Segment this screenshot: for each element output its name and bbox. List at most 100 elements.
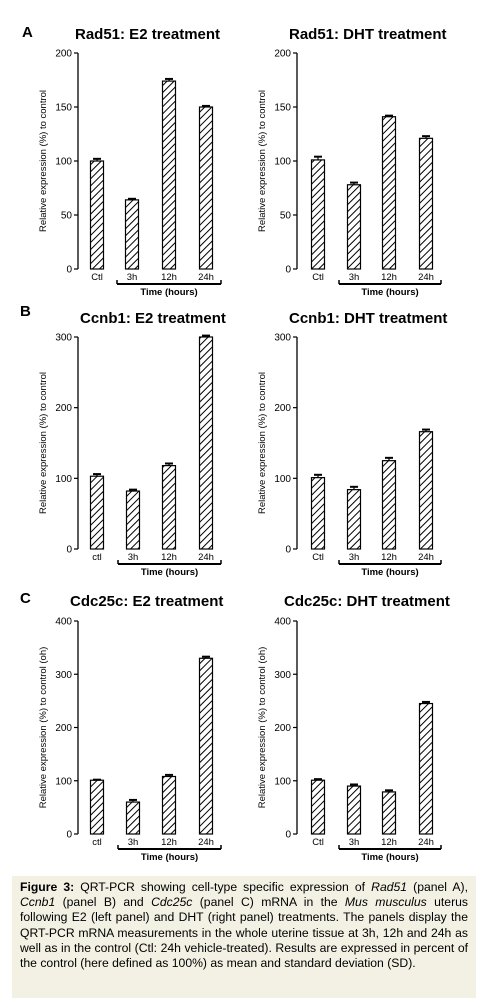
chart-rad51-dht-bar-3h: [346, 184, 362, 270]
chart-cdc25c-dht-y-tick-label: 300: [274, 670, 291, 681]
chart-rad51-e2-x-tick-label: 3h: [127, 272, 138, 283]
chart-rad51-dht-bar-12h: [381, 116, 397, 270]
chart-rad51-dht-x-axis-label: Time (hours): [361, 287, 418, 298]
chart-cdc25c-dht-bar-24h: [418, 702, 434, 835]
chart-rad51-dht-y-tick-label: 200: [274, 49, 291, 60]
chart-cdc25c-dht-x-tick-label: 12h: [381, 837, 397, 848]
chart-cdc25c-dht-x-tick-label: 3h: [349, 837, 360, 848]
caption-text: QRT-PCR showing cell-type specific expre…: [74, 880, 372, 894]
chart-ccnb1-dht-x-axis-label: Time (hours): [361, 567, 418, 578]
chart-title-rad51-dht: Rad51: DHT treatment: [289, 26, 447, 43]
chart-rad51-e2-bar-3h: [124, 199, 140, 270]
chart-rad51-e2-y-tick-label: 0: [66, 265, 72, 276]
figure-caption: Figure 3: QRT-PCR showing cell-type spec…: [12, 876, 476, 998]
chart-ccnb1-dht-y-tick-label: 300: [274, 333, 291, 344]
panel-letter-b: B: [20, 303, 31, 320]
chart-ccnb1-e2-x-tick-label: 3h: [128, 552, 139, 563]
chart-cdc25c-e2-y-tick-label: 400: [55, 617, 72, 628]
chart-ccnb1-dht-y-axis-label: Relative expression (%) to control: [257, 372, 268, 514]
chart-ccnb1-dht-bar-3h: [346, 489, 362, 550]
chart-cdc25c-dht-bar-3h: [346, 785, 362, 835]
chart-cdc25c-dht-bar-12h: [381, 791, 397, 835]
chart-rad51-e2-bar-12h: [161, 80, 177, 270]
chart-cdc25c-dht-bar-Ctl: [310, 779, 326, 835]
chart-ccnb1-e2-y-axis-label: Relative expression (%) to control: [38, 372, 49, 514]
chart-ccnb1-e2-x-tick-label: 24h: [198, 552, 214, 563]
chart-cdc25c-e2-x-tick-label: 24h: [198, 837, 214, 848]
chart-rad51-dht-x-tick-label: Ctl: [312, 272, 324, 283]
chart-ccnb1-e2-x-tick-label: 12h: [161, 552, 177, 563]
chart-cdc25c-e2-x-tick-label: 12h: [161, 837, 177, 848]
chart-ccnb1-e2-bar-ctl: [89, 475, 105, 550]
chart-rad51-dht-bar-24h: [418, 137, 434, 270]
chart-rad51-dht-y-tick-label: 0: [285, 265, 291, 276]
caption-gene-cdc25c: Cdc25c: [151, 895, 193, 910]
chart-rad51-e2-x-tick-label: Ctl: [91, 272, 103, 283]
caption-text: uterus following E2 (left panel) and DHT…: [20, 895, 468, 971]
chart-ccnb1-e2-bar-12h: [161, 465, 177, 550]
chart-rad51-e2-x-tick-label: 12h: [161, 272, 177, 283]
chart-rad51-dht-x-tick-label: 3h: [349, 272, 360, 283]
chart-ccnb1-dht-bar-12h: [381, 460, 397, 550]
chart-cdc25c-e2-y-tick-label: 300: [55, 670, 72, 681]
chart-cdc25c-dht-y-tick-label: 400: [274, 617, 291, 628]
chart-ccnb1-e2-y-tick-label: 0: [66, 545, 72, 556]
chart-cdc25c-e2-y-tick-label: 200: [55, 723, 72, 734]
chart-cdc25c-e2-y-tick-label: 100: [55, 776, 72, 787]
caption-text: (panel B) and: [55, 895, 152, 910]
chart-cdc25c-e2-y-tick-label: 0: [66, 830, 72, 841]
chart-cdc25c-e2-x-tick-label: ctl: [92, 837, 102, 848]
chart-rad51-e2-bar-24h: [198, 106, 214, 270]
caption-text: (panel C) mRNA in the: [192, 895, 345, 910]
chart-rad51-e2-y-tick-label: 50: [61, 211, 73, 222]
panel-letter-a: A: [22, 24, 33, 41]
chart-cdc25c-e2-x-tick-label: 3h: [128, 837, 139, 848]
chart-ccnb1-e2-bar-24h: [198, 336, 214, 550]
chart-cdc25c-dht-x-axis-label: Time (hours): [361, 852, 418, 863]
chart-rad51-dht-y-tick-label: 50: [280, 211, 292, 222]
chart-ccnb1-e2-bar-3h: [125, 490, 141, 550]
chart-ccnb1-e2-y-tick-label: 300: [55, 333, 72, 344]
chart-rad51-e2-x-tick-label: 24h: [198, 272, 214, 283]
chart-cdc25c-e2-x-axis-label: Time (hours): [141, 852, 198, 863]
chart-rad51-e2-y-tick-label: 100: [55, 157, 72, 168]
chart-rad51-e2-y-tick-label: 150: [55, 103, 72, 114]
chart-ccnb1-e2-x-axis-label: Time (hours): [141, 567, 198, 578]
caption-gene-ccnb1: Ccnb1: [20, 895, 56, 910]
chart-cdc25c-e2-bar-12h: [161, 775, 177, 835]
chart-rad51-dht-x-tick-label: 24h: [418, 272, 434, 283]
chart-cdc25c-dht-y-axis-label: Relative expression (%) to control (oh): [257, 647, 268, 809]
chart-cdc25c-dht-x-tick-label: 24h: [418, 837, 434, 848]
chart-rad51-dht-x-tick-label: 12h: [381, 272, 397, 283]
chart-ccnb1-dht-x-tick-label: 12h: [381, 552, 397, 563]
chart-cdc25c-e2-bar-3h: [125, 801, 141, 835]
caption-gene-rad51: Rad51: [371, 880, 408, 894]
chart-title-cdc25c-dht: Cdc25c: DHT treatment: [284, 593, 450, 610]
panel-letter-c: C: [20, 590, 31, 607]
chart-cdc25c-dht-y-tick-label: 0: [285, 830, 291, 841]
chart-ccnb1-dht-x-tick-label: 3h: [349, 552, 360, 563]
chart-rad51-e2-x-axis-label: Time (hours): [140, 287, 197, 298]
chart-rad51-e2-y-axis-label: Relative expression (%) to control: [38, 90, 49, 232]
chart-rad51-e2: 0 50 100 150 200 Relative expression (%) to c…: [38, 49, 442, 863]
chart-ccnb1-dht-y-tick-label: 100: [274, 474, 291, 485]
chart-ccnb1-dht-x-tick-label: 24h: [418, 552, 434, 563]
chart-cdc25c-e2-bar-ctl: [89, 779, 105, 835]
chart-ccnb1-dht-bar-Ctl: [310, 477, 326, 550]
chart-title-ccnb1-dht: Ccnb1: DHT treatment: [289, 310, 448, 327]
chart-cdc25c-e2-y-axis-label: Relative expression (%) to control (oh): [38, 647, 49, 809]
chart-rad51-dht-bar-Ctl: [310, 159, 326, 270]
chart-rad51-e2-bar-Ctl: [89, 160, 105, 270]
chart-title-ccnb1-e2: Ccnb1: E2 treatment: [80, 310, 226, 327]
chart-ccnb1-dht-y-tick-label: 0: [285, 545, 291, 556]
figure: A B C Rad51: E2 treatment Rad51: DHT tre…: [20, 24, 450, 863]
chart-cdc25c-e2-bar-24h: [198, 657, 214, 835]
chart-title-cdc25c-e2: Cdc25c: E2 treatment: [70, 593, 224, 610]
chart-ccnb1-dht-bar-24h: [418, 431, 434, 550]
chart-ccnb1-dht-y-tick-label: 200: [274, 403, 291, 414]
chart-cdc25c-dht-y-tick-label: 200: [274, 723, 291, 734]
caption-species: Mus musculus: [344, 895, 427, 910]
chart-cdc25c-dht-x-tick-label: Ctl: [312, 837, 324, 848]
chart-rad51-e2-y-tick-label: 200: [55, 49, 72, 60]
chart-rad51-dht-y-tick-label: 150: [274, 103, 291, 114]
